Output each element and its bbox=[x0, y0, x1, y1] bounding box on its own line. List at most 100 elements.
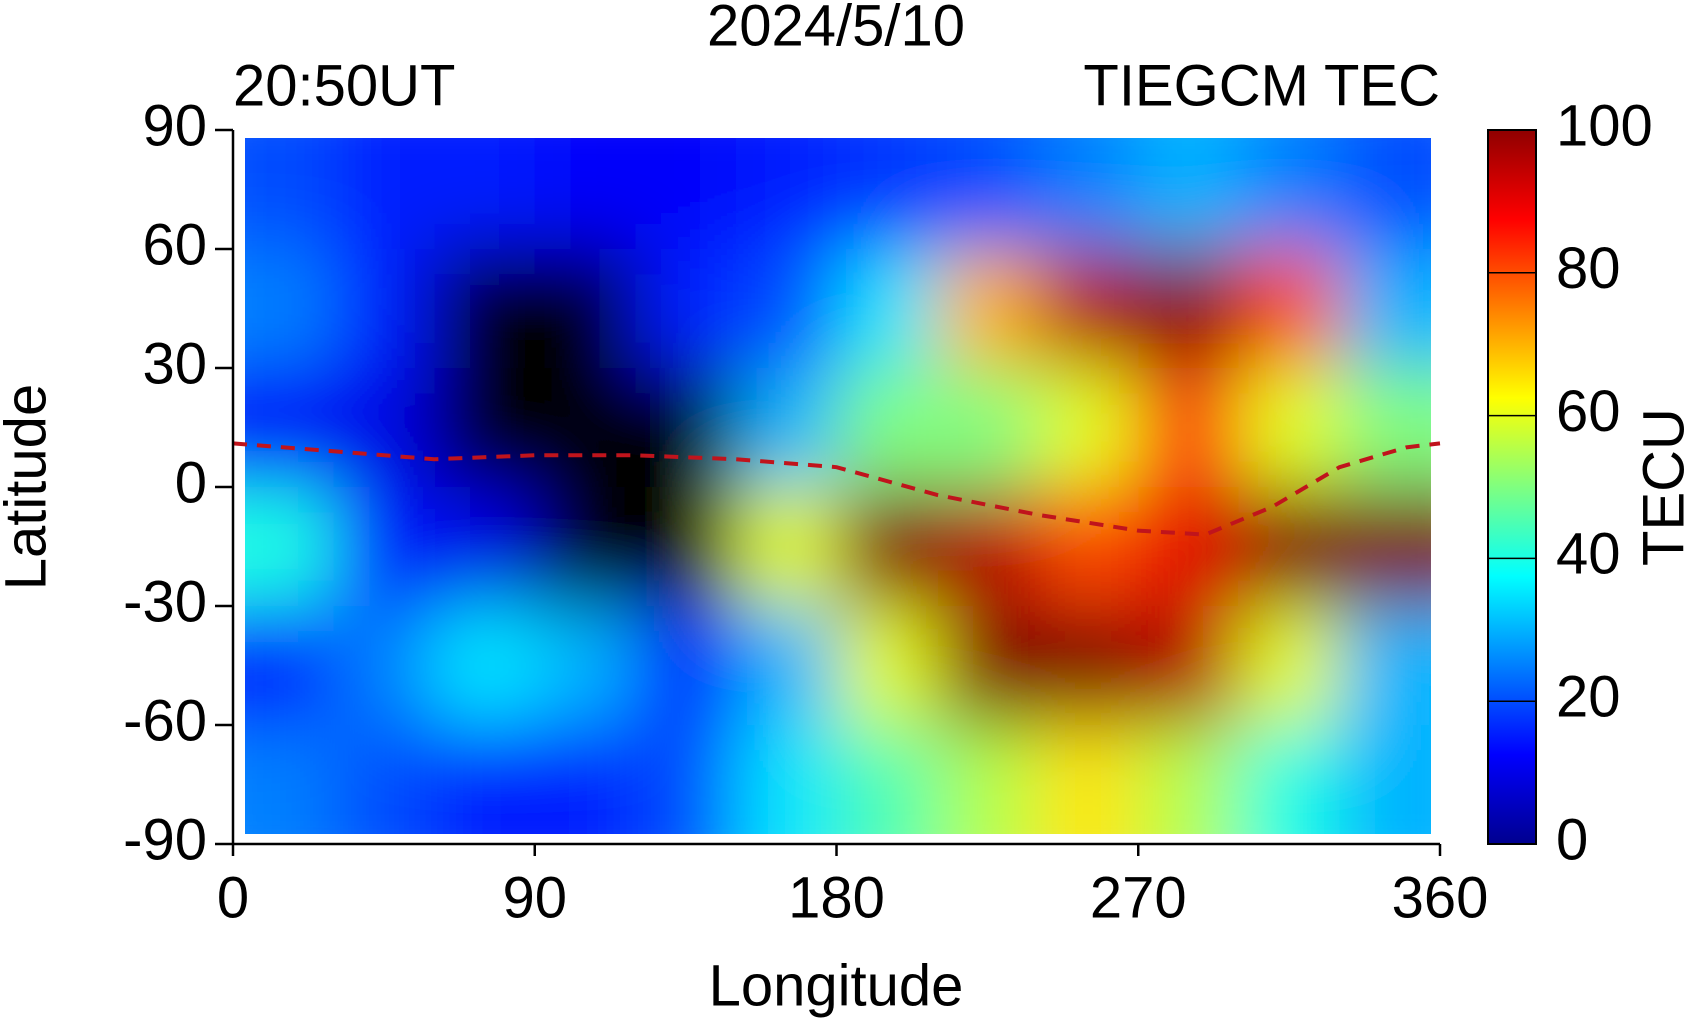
heatmap-cell bbox=[1138, 249, 1240, 369]
x-axis-label: Longitude bbox=[709, 953, 964, 1018]
chart-title: 2024/5/10 bbox=[707, 0, 965, 58]
heatmap-cell bbox=[1037, 138, 1140, 250]
heatmap-cell bbox=[635, 138, 737, 250]
heatmap-cell bbox=[1037, 725, 1140, 834]
heatmap-cell bbox=[735, 606, 838, 726]
heatmap-cell bbox=[1138, 368, 1240, 488]
heatmap-cell bbox=[534, 138, 637, 250]
x-tick-label: 360 bbox=[1392, 865, 1489, 930]
no-data-cell bbox=[534, 487, 637, 607]
no-data-cell bbox=[534, 368, 637, 488]
heatmap-cell bbox=[1138, 725, 1240, 834]
heatmap-cell bbox=[1037, 487, 1140, 607]
heatmap-cell bbox=[735, 725, 838, 834]
heatmap-cell bbox=[1238, 725, 1341, 834]
heatmap-cell bbox=[635, 725, 737, 834]
heatmap-cell bbox=[1037, 249, 1140, 369]
heatmap-cell bbox=[836, 487, 939, 607]
heatmap-cell bbox=[836, 249, 939, 369]
heatmap-cell bbox=[937, 138, 1039, 250]
heatmap-cell bbox=[245, 368, 335, 488]
heatmap-cell bbox=[1339, 725, 1431, 834]
heatmap-cell bbox=[333, 487, 436, 607]
y-tick-label: -90 bbox=[123, 807, 207, 872]
heatmap-cell bbox=[735, 368, 838, 488]
no-data-cell bbox=[635, 368, 737, 488]
heatmap-cell bbox=[333, 138, 436, 250]
x-tick-label: 180 bbox=[788, 865, 885, 930]
y-tick-label: 90 bbox=[142, 93, 207, 158]
no-data-cell bbox=[534, 249, 637, 369]
colorbar-tick-label: 60 bbox=[1556, 379, 1621, 444]
equator-line bbox=[232, 441, 1441, 537]
heatmap-cell bbox=[836, 138, 939, 250]
heatmap-cell bbox=[434, 606, 536, 726]
heatmap-cell bbox=[1238, 487, 1341, 607]
colorbar-tick-label: 80 bbox=[1556, 236, 1621, 301]
heatmap-cell bbox=[1339, 487, 1431, 607]
y-tick-label: -60 bbox=[123, 688, 207, 753]
heatmap-cell bbox=[635, 249, 737, 369]
no-data-cell bbox=[434, 249, 536, 369]
heatmap-cell bbox=[836, 368, 939, 488]
heatmap-cell bbox=[937, 606, 1039, 726]
heatmap-cell bbox=[836, 725, 939, 834]
heatmap-cell bbox=[1339, 606, 1431, 726]
colorbar-label: TECU bbox=[1631, 408, 1684, 566]
heatmap-cell bbox=[1339, 138, 1431, 250]
colorbar-tick-label: 100 bbox=[1556, 93, 1653, 158]
y-tick-label: 0 bbox=[175, 450, 207, 515]
heatmap-cell bbox=[333, 725, 436, 834]
subtitle-left: 20:50UT bbox=[233, 53, 455, 118]
colorbar-tick-label: 20 bbox=[1556, 665, 1621, 730]
heatmap-cell bbox=[333, 606, 436, 726]
y-tick-label: -30 bbox=[123, 569, 207, 634]
heatmap-cell bbox=[735, 487, 838, 607]
heatmap-cell bbox=[1238, 368, 1341, 488]
heatmap-cell bbox=[333, 368, 436, 488]
no-data-cell bbox=[434, 368, 536, 488]
y-tick-label: 30 bbox=[142, 331, 207, 396]
heatmap bbox=[245, 138, 1431, 834]
heatmap-cell bbox=[1037, 368, 1140, 488]
heatmap-cell bbox=[1238, 138, 1341, 250]
heatmap-cell bbox=[635, 606, 737, 726]
heatmap-cell bbox=[937, 487, 1039, 607]
x-tick-label: 90 bbox=[502, 865, 567, 930]
heatmap-cell bbox=[1138, 606, 1240, 726]
heatmap-cell bbox=[1037, 606, 1140, 726]
heatmap-cell bbox=[434, 725, 536, 834]
heatmap-cell bbox=[1339, 368, 1431, 488]
colorbar-tick-label: 0 bbox=[1556, 807, 1588, 872]
heatmap-cell bbox=[937, 368, 1039, 488]
heatmap-cell bbox=[735, 138, 838, 250]
heatmap-cell bbox=[937, 249, 1039, 369]
heatmap-cell bbox=[1238, 249, 1341, 369]
colorbar-tick-label: 40 bbox=[1556, 522, 1621, 587]
y-tick-label: 60 bbox=[142, 212, 207, 277]
heatmap-cell bbox=[245, 487, 335, 607]
heatmap-cell bbox=[937, 725, 1039, 834]
heatmap-cell bbox=[836, 606, 939, 726]
heatmap-cell bbox=[245, 138, 335, 250]
heatmap-cell bbox=[1138, 138, 1240, 250]
heatmap-cell bbox=[534, 606, 637, 726]
subtitle-right: TIEGCM TEC bbox=[1083, 53, 1440, 118]
heatmap-cell bbox=[1138, 487, 1240, 607]
heatmap-cell bbox=[333, 249, 436, 369]
y-axis-label: Latitude bbox=[0, 384, 58, 590]
heatmap-cell bbox=[434, 487, 536, 607]
heatmap-cell bbox=[735, 249, 838, 369]
heatmap-cell bbox=[534, 725, 637, 834]
heatmap-cell bbox=[1339, 249, 1431, 369]
heatmap-cell bbox=[1238, 606, 1341, 726]
heatmap-cells bbox=[245, 138, 1431, 834]
colorbar bbox=[1487, 129, 1537, 845]
x-tick-label: 0 bbox=[217, 865, 249, 930]
no-data-cell bbox=[635, 487, 737, 607]
heatmap-cell bbox=[245, 606, 335, 726]
heatmap-cell bbox=[434, 138, 536, 250]
heatmap-cell bbox=[245, 725, 335, 834]
heatmap-cell bbox=[245, 249, 335, 369]
